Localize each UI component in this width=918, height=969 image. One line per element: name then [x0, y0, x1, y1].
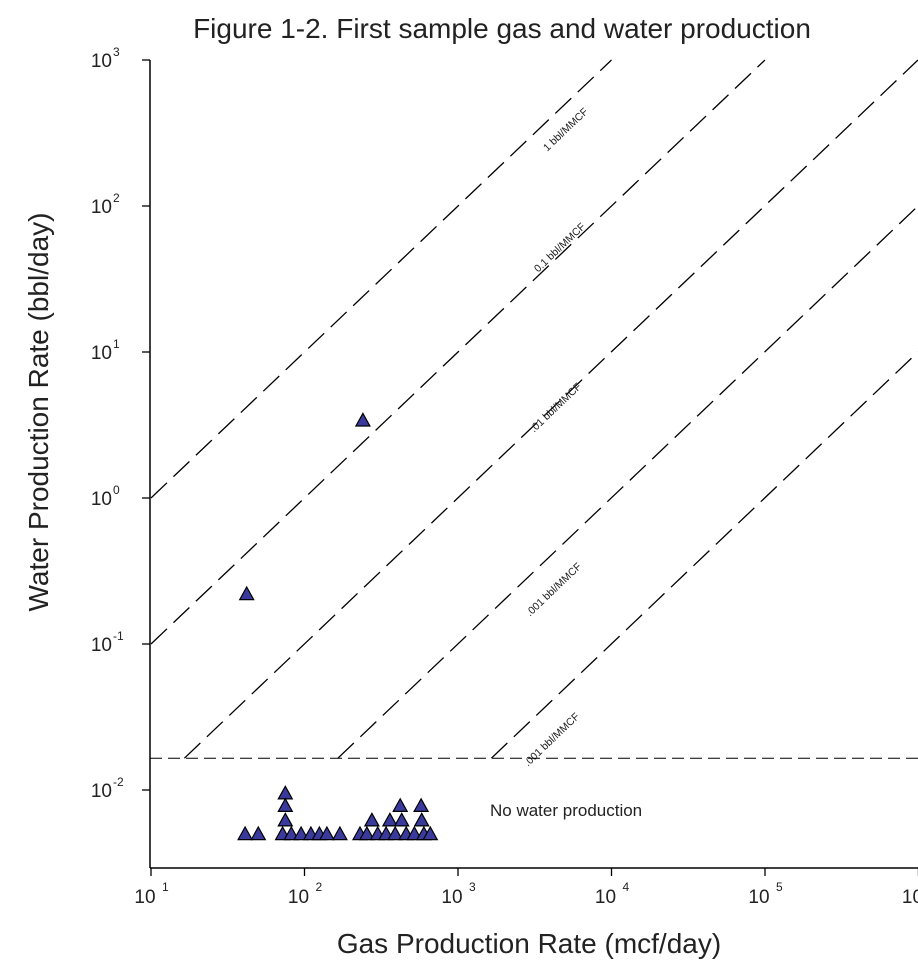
- x-tick-exponent: 1: [162, 880, 169, 894]
- y-tick-label: 10: [91, 781, 112, 802]
- x-ticks: 101102103104105106: [134, 868, 918, 908]
- ratio-line: [490, 351, 918, 759]
- data-point-triangle: [283, 825, 300, 841]
- ratio-line: [337, 205, 918, 759]
- data-point-triangle: [293, 825, 310, 841]
- data-points: [237, 412, 439, 841]
- y-tick-exponent: 2: [113, 191, 120, 205]
- data-point-triangle: [250, 825, 267, 841]
- y-axis-label: Water Production Rate (bbl/day): [23, 213, 54, 612]
- x-tick-label: 10: [288, 887, 309, 908]
- ratio-line-label: .001 bbl/MMCF: [524, 561, 584, 619]
- x-tick-label: 10: [441, 887, 462, 908]
- data-point-triangle: [392, 797, 409, 813]
- data-point-triangle: [354, 412, 371, 427]
- ratio-line-label: 1 bbl/MMCF: [541, 106, 591, 154]
- y-tick-label: 10: [91, 343, 112, 364]
- x-tick-label: 10: [748, 887, 769, 908]
- y-tick-exponent: 3: [113, 45, 120, 59]
- no-water-annotation: No water production: [490, 801, 642, 820]
- data-point-triangle: [413, 812, 430, 827]
- y-tick-label: 10: [91, 197, 112, 218]
- data-point-triangle: [422, 825, 439, 841]
- data-point-triangle: [318, 825, 335, 841]
- reference-lines: 1 bbl/MMCF 0.1 bbl/MMCF .01 bbl/MMCF .001 b…: [150, 59, 918, 769]
- plot-area: 1 bbl/MMCF 0.1 bbl/MMCF .01 bbl/MMCF .001 b…: [150, 59, 918, 841]
- x-tick-label: 10: [134, 887, 155, 908]
- ratio-line: [150, 59, 612, 499]
- y-tick-exponent: 1: [113, 337, 120, 351]
- data-point-triangle: [406, 825, 423, 841]
- x-tick-label: 10: [595, 887, 616, 908]
- y-tick-exponent: -2: [113, 775, 124, 789]
- data-point-triangle: [413, 797, 430, 813]
- data-point-triangle: [237, 825, 254, 841]
- y-tick-exponent: -1: [113, 629, 124, 643]
- data-point-triangle: [331, 825, 348, 841]
- chart-title: Figure 1-2. First sample gas and water p…: [193, 13, 811, 44]
- data-point-triangle: [277, 797, 294, 813]
- data-point-triangle: [238, 585, 255, 601]
- ratio-line-label: 0.1 bbl/MMCF: [532, 221, 588, 275]
- x-tick-exponent: 5: [776, 880, 783, 894]
- y-tick-label: 10: [91, 635, 112, 656]
- data-point-triangle: [381, 812, 398, 827]
- x-tick-label: 10: [902, 887, 918, 908]
- ratio-line: [183, 59, 918, 759]
- x-axis-label: Gas Production Rate (mcf/day): [337, 928, 721, 959]
- ratio-line: [150, 59, 766, 645]
- y-tick-label: 10: [91, 51, 112, 72]
- data-point-triangle: [277, 812, 294, 827]
- ratio-line-label: .001 bbl/MMCF: [522, 711, 582, 769]
- y-tick-exponent: 0: [113, 483, 120, 497]
- y-tick-label: 10: [91, 489, 112, 510]
- x-tick-exponent: 4: [623, 880, 630, 894]
- data-point-triangle: [358, 825, 375, 841]
- x-tick-exponent: 2: [316, 880, 323, 894]
- data-point-triangle: [387, 825, 404, 841]
- data-point-triangle: [393, 812, 410, 827]
- data-point-triangle: [277, 785, 294, 800]
- data-point-triangle: [363, 812, 380, 827]
- x-tick-exponent: 3: [469, 880, 476, 894]
- ratio-line-label: .01 bbl/MMCF: [528, 381, 584, 435]
